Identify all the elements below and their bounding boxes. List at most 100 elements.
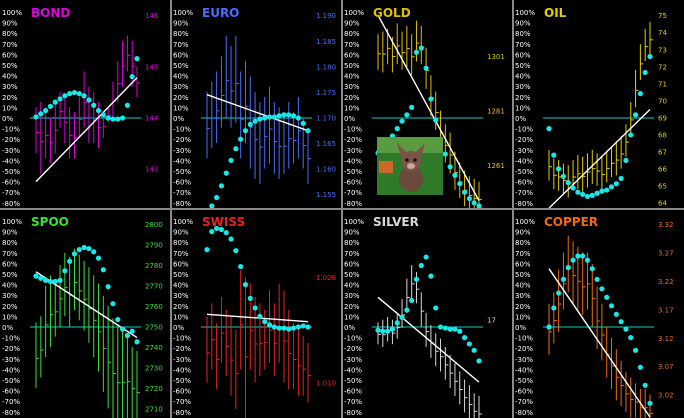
pct-tick-label: -60%: [2, 179, 20, 187]
oscillator-dot: [214, 225, 220, 232]
oscillator-dot: [223, 230, 229, 236]
oscillator-dot: [589, 192, 595, 198]
pct-tick-label: 100%: [2, 218, 22, 226]
price-tick-label: 70: [658, 97, 667, 105]
pct-tick-label: 40%: [344, 73, 360, 81]
panel-spoo: 100% 90% 80% 70% 60% 50% 40% 30% 20% 10% 0% -10% -20…: [2, 215, 163, 418]
photo-grass-highlight: [377, 137, 443, 153]
pct-tick-label: -20%: [173, 345, 191, 353]
price-tick-label: 2740: [145, 344, 163, 352]
panel-title: GOLD: [373, 6, 411, 20]
oscillator-dot: [262, 319, 268, 325]
oscillator-dot: [632, 347, 639, 353]
oscillator-dot: [300, 323, 306, 329]
price-tick-label: 73: [658, 46, 667, 54]
pct-tick-label: 30%: [515, 83, 531, 91]
pct-tick-label: 20%: [515, 94, 531, 102]
oscillator-dot: [300, 120, 306, 126]
oscillator-dot: [95, 255, 102, 261]
pct-tick-label: -50%: [2, 168, 20, 176]
oscillator-dot: [238, 263, 244, 270]
pct-tick-label: 90%: [515, 20, 531, 28]
puppy-ear-right: [415, 143, 425, 157]
price-tick-label: 146: [145, 12, 159, 20]
pct-tick-label: -30%: [344, 147, 362, 155]
price-tick-label: 3.07: [658, 363, 674, 371]
oscillator-dot: [295, 115, 301, 121]
price-tick-label: 1261: [487, 162, 505, 170]
oscillator-dot: [628, 335, 634, 341]
pct-tick-label: -60%: [344, 388, 362, 396]
price-tick-label: 1.155: [316, 191, 336, 199]
oscillator-dot: [476, 358, 482, 364]
oscillator-dot: [637, 91, 643, 97]
pct-tick-label: 50%: [173, 62, 189, 70]
oscillator-dot: [404, 112, 410, 118]
oscillator-dot: [233, 146, 239, 152]
pct-tick-label: 70%: [344, 250, 360, 258]
pct-tick-label: 20%: [173, 303, 189, 311]
puppy-body: [399, 166, 423, 192]
panel-title: SILVER: [373, 215, 419, 229]
oscillator-dot: [546, 126, 552, 132]
pct-tick-label: 20%: [344, 94, 360, 102]
oscillator-dot: [129, 328, 135, 334]
pct-tick-label: -60%: [173, 388, 191, 396]
panel-silver: 100% 90% 80% 70% 60% 50% 40% 30% 20% 10% 0% -10% -20…: [344, 215, 496, 418]
trend-line: [377, 14, 480, 202]
oscillator-dot: [57, 96, 63, 102]
pct-tick-label: -40%: [173, 157, 191, 165]
trend-line: [35, 271, 138, 339]
puppy-snout: [407, 163, 415, 169]
trend-line: [206, 94, 309, 132]
oscillator-dot: [442, 151, 448, 157]
pct-tick-label: 40%: [2, 73, 18, 81]
oscillator-dot: [399, 314, 405, 321]
pct-tick-label: -40%: [173, 366, 191, 374]
pct-tick-label: -70%: [173, 398, 191, 406]
oscillator-dot: [442, 325, 448, 331]
pct-tick-label: -20%: [2, 345, 20, 353]
oscillator-dot: [76, 91, 82, 97]
oscillator-dot: [223, 170, 229, 176]
oscillator-dot: [632, 112, 639, 118]
oscillator-dot: [62, 93, 68, 99]
oscillator-dot: [247, 121, 253, 127]
oscillator-dot: [129, 74, 135, 80]
oscillator-dot: [428, 273, 434, 279]
pct-tick-label: 90%: [173, 20, 189, 28]
price-tick-label: 1.180: [316, 63, 336, 71]
pct-tick-label: -30%: [515, 356, 533, 364]
trend-line: [548, 109, 651, 209]
pct-tick-label: 80%: [2, 30, 18, 38]
pct-tick-label: 70%: [2, 41, 18, 49]
pct-tick-label: 80%: [2, 239, 18, 247]
pct-tick-label: 100%: [173, 9, 193, 17]
pct-tick-label: 40%: [515, 282, 531, 290]
pct-tick-label: 40%: [515, 73, 531, 81]
pct-tick-label: -80%: [344, 409, 362, 417]
pct-tick-label: 80%: [344, 30, 360, 38]
pct-tick-label: 90%: [344, 20, 360, 28]
oscillator-dot: [608, 303, 615, 309]
pct-tick-label: 70%: [515, 41, 531, 49]
trend-line: [35, 77, 138, 183]
pct-tick-label: 70%: [173, 250, 189, 258]
oscillator-dot: [43, 277, 49, 283]
pct-tick-label: 80%: [173, 239, 189, 247]
pct-tick-label: 50%: [173, 271, 189, 279]
pct-tick-label: -60%: [2, 388, 20, 396]
pct-tick-label: 10%: [344, 104, 360, 112]
pct-tick-label: 0%: [344, 324, 355, 332]
pct-tick-label: -50%: [344, 377, 362, 385]
pct-tick-label: -10%: [173, 126, 191, 134]
price-tick-label: 66: [658, 166, 667, 174]
pct-tick-label: -10%: [515, 335, 533, 343]
oscillator-dot: [637, 364, 643, 370]
pct-tick-label: 50%: [2, 271, 18, 279]
pct-tick-label: -20%: [515, 345, 533, 353]
oscillator-dot: [276, 325, 282, 331]
price-tick-label: 3.02: [658, 392, 674, 400]
oscillator-dot: [247, 295, 253, 301]
